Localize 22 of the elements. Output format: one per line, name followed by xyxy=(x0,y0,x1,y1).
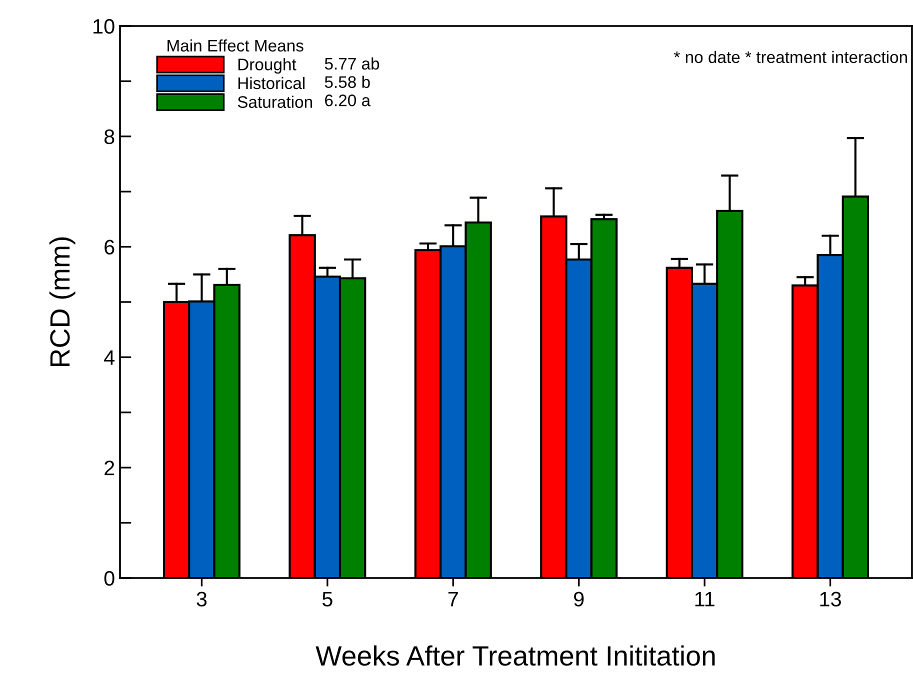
annotation: * no date * treatment interaction xyxy=(674,50,907,64)
y-tick-label: 2 xyxy=(104,460,114,476)
y-tick-label: 8 xyxy=(104,129,114,144)
x-tick-label: 13 xyxy=(820,592,841,606)
y-axis-title: RCD (mm) xyxy=(49,237,76,366)
annotation: 5.77 ab xyxy=(324,57,380,70)
x-tick-label: 7 xyxy=(448,592,458,606)
y-tick-label: 6 xyxy=(104,240,114,255)
x-axis-title: Weeks After Treatment Inititation xyxy=(316,645,715,666)
legend-label: Saturation xyxy=(238,96,312,108)
annotation: 6.20 a xyxy=(325,94,371,106)
x-tick-label: 11 xyxy=(695,592,714,606)
legend-label: Drought xyxy=(238,58,296,74)
x-tick-label: 5 xyxy=(322,592,332,606)
x-tick-label: 3 xyxy=(196,592,207,606)
x-tick-label: 9 xyxy=(574,592,584,606)
y-tick-label: 10 xyxy=(94,19,114,34)
legend-label: Historical xyxy=(238,76,305,90)
y-tick-label: 4 xyxy=(104,350,115,365)
annotation: 5.58 b xyxy=(324,76,370,88)
legend-title: Main Effect Means xyxy=(168,39,304,52)
y-tick-label: 0 xyxy=(104,571,114,586)
